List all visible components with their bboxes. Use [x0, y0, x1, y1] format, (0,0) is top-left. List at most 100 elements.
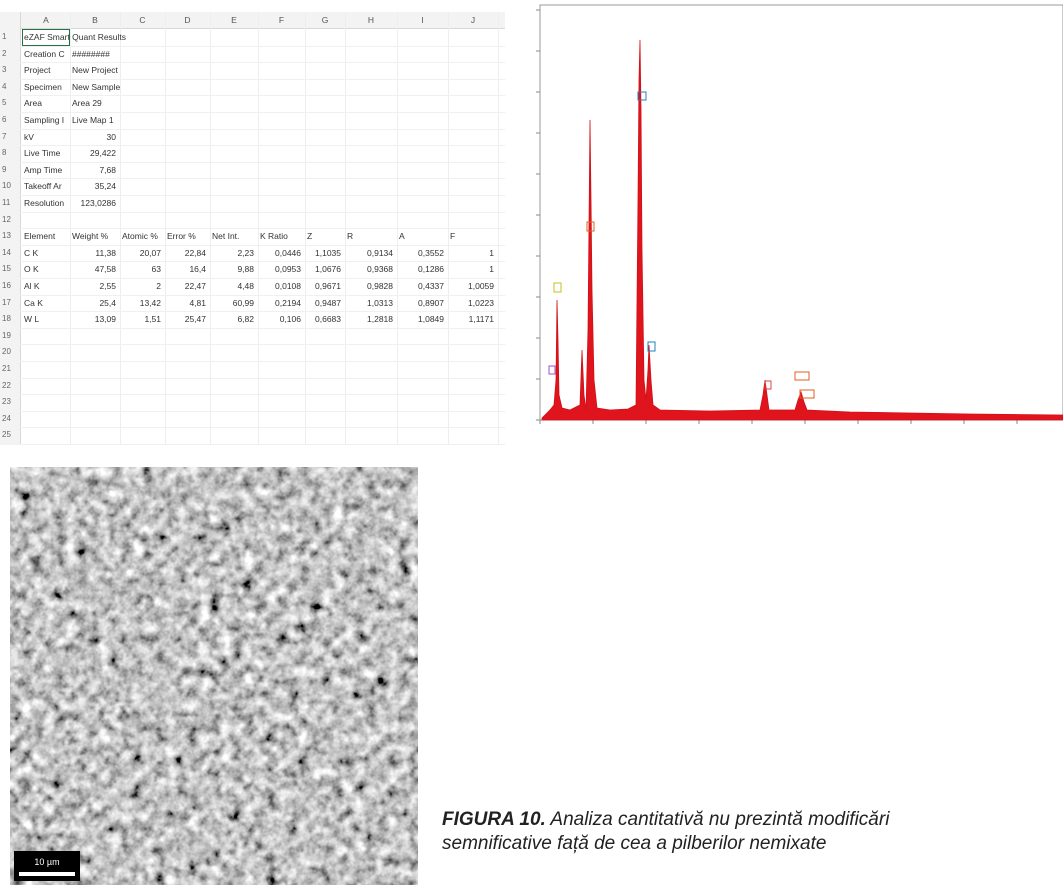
cell: Z: [307, 231, 313, 242]
row-line: [20, 211, 505, 213]
row-number: 13: [2, 231, 11, 241]
row-number: 17: [2, 297, 11, 307]
row-number: 11: [2, 198, 11, 207]
cell: Resolution: [24, 198, 65, 208]
spectrum-peaks: [541, 39, 1063, 421]
cell: 1,1035: [315, 247, 341, 258]
cell: 29,422: [90, 148, 116, 159]
row-number: 25: [2, 430, 11, 440]
row-line: [20, 261, 505, 263]
row-line: [20, 344, 505, 346]
row-number: 18: [2, 314, 11, 324]
cell: 0,9828: [367, 281, 393, 291]
cell: 0,3552: [418, 247, 444, 258]
row-number: 10: [2, 181, 11, 191]
cell: 1,0059: [468, 281, 494, 291]
row-number: 16: [2, 281, 11, 290]
cell: Weight %: [72, 231, 109, 242]
cell: 13,09: [94, 314, 116, 325]
scale-bar-label: 10 µm: [34, 857, 59, 867]
cell: 22,47: [184, 281, 206, 291]
cell: 0,2194: [275, 297, 301, 308]
scale-bar: [19, 872, 75, 876]
row-number: 15: [2, 264, 11, 274]
cell: New Project: [72, 65, 118, 76]
cell: 30: [106, 131, 116, 142]
cell: 123,0286: [80, 198, 116, 208]
cell: Sampling I: [24, 115, 65, 125]
cell: 25,47: [184, 314, 206, 325]
cell: 0,9671: [315, 281, 341, 291]
cell: 16,4: [189, 264, 206, 275]
cell: Takeoff Ar: [24, 181, 62, 192]
cell: Al K: [24, 281, 40, 291]
cell: 0,6683: [315, 314, 341, 325]
column-header: B: [92, 15, 98, 25]
row-number: 6: [2, 115, 7, 124]
cell: 47,58: [94, 264, 116, 275]
row-line: [20, 244, 505, 246]
plot-frame: [539, 4, 1063, 421]
row-line: [20, 145, 505, 147]
cell: 7,68: [99, 164, 116, 175]
row-number: 12: [2, 214, 11, 224]
sem-texture: [10, 467, 418, 885]
row-line: [20, 128, 505, 130]
cell: 35,24: [94, 181, 116, 192]
column-header: C: [139, 15, 146, 25]
cell: 1,0849: [418, 314, 444, 325]
row-line: [20, 427, 505, 429]
cell: 2,23: [237, 247, 254, 258]
row-number: 7: [2, 131, 7, 141]
column-header: J: [470, 15, 476, 25]
row-line: [20, 327, 505, 329]
row-line: [20, 161, 505, 163]
cell: O K: [24, 264, 39, 275]
row-line: [20, 294, 505, 296]
cell: 1,1171: [468, 314, 494, 325]
row-number: 22: [2, 380, 11, 390]
cell: Error %: [167, 231, 196, 242]
cell: 9,88: [237, 264, 254, 275]
column-header: D: [184, 15, 191, 25]
cell: W L: [24, 314, 40, 325]
cell: Creation C: [24, 48, 65, 59]
cell: Ca K: [24, 297, 43, 308]
cell: ########: [72, 48, 110, 59]
cell: Specimen: [24, 81, 62, 92]
row-number: 3: [2, 65, 7, 75]
cell: 6,82: [237, 314, 254, 325]
cell: kV: [24, 131, 34, 142]
row-line: [20, 228, 505, 230]
row-number: 20: [2, 347, 11, 357]
cell: 20,07: [139, 247, 161, 258]
cell: K Ratio: [260, 231, 288, 242]
cell: 0,1286: [418, 264, 444, 275]
caption-line: FIGURA 10. Analiza cantitativă nu prezin…: [442, 808, 889, 832]
row-number: 8: [2, 148, 7, 158]
cell: Project: [24, 65, 51, 76]
spreadsheet: A B C D E F G H I J 1 eZAF Smart Quant Results 2 Crea…: [0, 0, 505, 445]
cell: eZAF Smart Quant Results: [24, 32, 127, 42]
row-number: 24: [2, 413, 11, 423]
cell: 1,2818: [367, 314, 393, 325]
row-line: [20, 444, 505, 445]
cell: Area: [24, 98, 42, 109]
cell: 60,99: [232, 297, 254, 308]
cell: 0,9368: [367, 264, 393, 275]
cell: 2,55: [99, 281, 116, 291]
cell: Atomic %: [122, 231, 158, 242]
cell: 1: [489, 264, 494, 275]
row-number: 14: [2, 247, 11, 257]
column-header-band: [0, 12, 505, 29]
caption-text: Analiza cantitativă nu prezintă modifică…: [550, 809, 890, 830]
cell: 0,9134: [367, 247, 393, 258]
row-line: [20, 95, 505, 97]
column-header: I: [421, 15, 424, 25]
cell: 2: [156, 281, 161, 291]
cell: F: [450, 231, 456, 242]
cell: 4,48: [237, 281, 254, 291]
cell: 11,38: [95, 247, 116, 258]
cell: 0,0446: [275, 247, 301, 258]
